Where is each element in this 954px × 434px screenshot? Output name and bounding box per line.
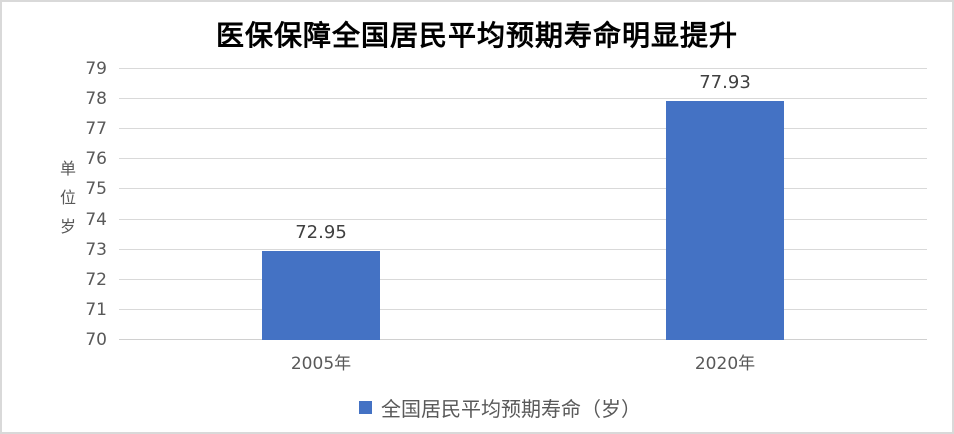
y-axis-tick-labels: 70 71 72 73 74 75 76 77 78 79 [42,59,107,350]
y-tick-label: 77 [85,119,107,140]
gridline [119,248,927,250]
gridline [119,278,927,280]
x-tick-label: 2005年 [290,354,352,374]
legend: 全国居民平均预期寿命（岁） [2,393,952,422]
data-label: 77.93 [699,72,751,94]
y-tick-label: 73 [85,239,107,260]
gridline [119,128,927,130]
chart-title: 医保保障全国居民平均预期寿命明显提升 [215,19,738,52]
y-tick-label: 78 [85,89,107,110]
plot-area: 72.95 77.93 [119,68,927,340]
bar-2020年 [666,101,784,340]
y-tick-label: 74 [85,209,107,230]
y-tick-label: 70 [85,330,107,350]
x-tick-label: 2020年 [694,354,756,374]
gridline [119,158,927,160]
y-tick-label: 79 [85,59,107,79]
y-tick-label: 76 [85,149,107,170]
gridline [119,98,927,100]
gridline [119,308,927,310]
legend-label: 全国居民平均预期寿命（岁） [381,397,641,421]
gridline [119,68,927,69]
gridline [119,188,927,190]
y-tick-label: 72 [85,269,107,290]
y-tick-label: 71 [85,299,107,320]
y-tick-label: 75 [85,179,107,200]
x-axis-labels: 2005年 2020年 [119,349,927,374]
y-axis-title: 单位岁 [57,160,76,247]
legend-marker-icon [359,401,372,414]
gridline [119,218,927,220]
data-label: 72.95 [295,222,347,244]
bar-2005年 [262,251,380,340]
x-axis-line [119,339,927,340]
